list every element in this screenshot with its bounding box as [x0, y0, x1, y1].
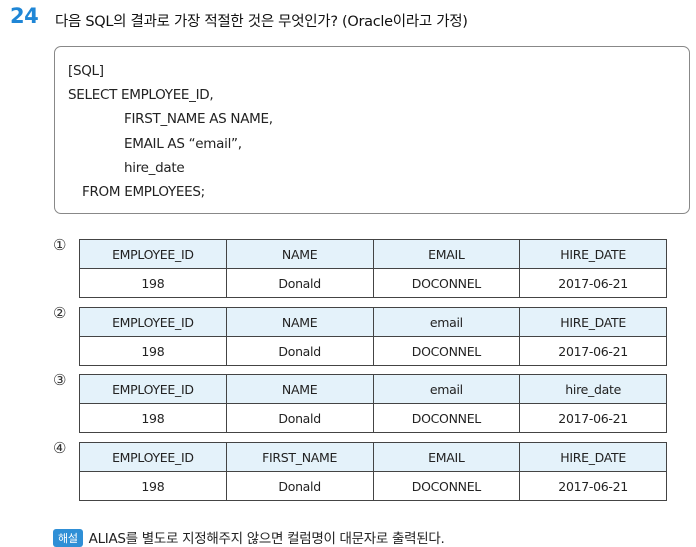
sql-line-first-name: FIRST_NAME AS NAME,	[124, 111, 273, 127]
table-row: 198 Donald DOCONNEL 2017-06-21	[79, 268, 667, 298]
sql-label: [SQL]	[68, 63, 104, 79]
header-cell: NAME	[225, 374, 374, 404]
sql-line-from: FROM EMPLOYEES;	[82, 184, 205, 200]
table-cell: Donald	[225, 403, 374, 433]
header-cell: HIRE_DATE	[519, 239, 667, 269]
sql-line-email: EMAIL AS “email”,	[124, 136, 242, 152]
table-cell: DOCONNEL	[372, 471, 521, 501]
header-cell: hire_date	[519, 374, 667, 404]
header-cell: email	[372, 307, 521, 337]
header-cell: email	[372, 374, 521, 404]
header-cell: EMPLOYEE_ID	[79, 307, 227, 337]
header-cell: NAME	[225, 307, 374, 337]
option-marker-3[interactable]: ③	[53, 371, 67, 389]
sql-line-hire-date: hire_date	[124, 160, 185, 176]
table-cell: 2017-06-21	[519, 471, 667, 501]
table-cell: DOCONNEL	[372, 336, 521, 366]
option-table-2[interactable]: EMPLOYEE_ID NAME email HIRE_DATE 198 Don…	[79, 307, 667, 366]
option-marker-4[interactable]: ④	[53, 439, 67, 457]
table-cell: Donald	[225, 336, 374, 366]
header-cell: HIRE_DATE	[519, 307, 667, 337]
table-header-row: EMPLOYEE_ID FIRST_NAME EMAIL HIRE_DATE	[79, 442, 667, 472]
table-cell: 198	[79, 471, 227, 501]
table-row: 198 Donald DOCONNEL 2017-06-21	[79, 471, 667, 501]
explanation: 해설 ALIAS를 별도로 지정해주지 않으면 컬럼명이 대문자로 출력된다.	[53, 527, 445, 547]
header-cell: EMPLOYEE_ID	[79, 239, 227, 269]
header-cell: FIRST_NAME	[225, 442, 374, 472]
table-header-row: EMPLOYEE_ID NAME email HIRE_DATE	[79, 307, 667, 337]
option-marker-1[interactable]: ①	[53, 236, 67, 254]
explanation-badge: 해설	[53, 529, 83, 547]
header-cell: NAME	[225, 239, 374, 269]
table-row: 198 Donald DOCONNEL 2017-06-21	[79, 403, 667, 433]
option-table-1[interactable]: EMPLOYEE_ID NAME EMAIL HIRE_DATE 198 Don…	[79, 239, 667, 298]
table-cell: 198	[79, 403, 227, 433]
table-cell: 198	[79, 268, 227, 298]
table-cell: DOCONNEL	[372, 403, 521, 433]
table-cell: Donald	[225, 268, 374, 298]
option-table-3[interactable]: EMPLOYEE_ID NAME email hire_date 198 Don…	[79, 374, 667, 433]
header-cell: EMAIL	[372, 239, 521, 269]
table-cell: 2017-06-21	[519, 336, 667, 366]
sql-box: [SQL] SELECT EMPLOYEE_ID, FIRST_NAME AS …	[54, 46, 690, 214]
header-cell: EMPLOYEE_ID	[79, 374, 227, 404]
header-cell: HIRE_DATE	[519, 442, 667, 472]
question-number: 24	[10, 4, 39, 28]
header-cell: EMPLOYEE_ID	[79, 442, 227, 472]
sql-line-select: SELECT EMPLOYEE_ID,	[68, 87, 214, 103]
table-cell: DOCONNEL	[372, 268, 521, 298]
table-row: 198 Donald DOCONNEL 2017-06-21	[79, 336, 667, 366]
table-header-row: EMPLOYEE_ID NAME email hire_date	[79, 374, 667, 404]
option-marker-2[interactable]: ②	[53, 304, 67, 322]
table-cell: Donald	[225, 471, 374, 501]
explanation-text: ALIAS를 별도로 지정해주지 않으면 컬럼명이 대문자로 출력된다.	[88, 531, 445, 547]
table-cell: 2017-06-21	[519, 268, 667, 298]
header-cell: EMAIL	[372, 442, 521, 472]
option-table-4[interactable]: EMPLOYEE_ID FIRST_NAME EMAIL HIRE_DATE 1…	[79, 442, 667, 501]
table-cell: 2017-06-21	[519, 403, 667, 433]
table-cell: 198	[79, 336, 227, 366]
question-text: 다음 SQL의 결과로 가장 적절한 것은 무엇인가? (Oracle이라고 가…	[55, 14, 468, 30]
table-header-row: EMPLOYEE_ID NAME EMAIL HIRE_DATE	[79, 239, 667, 269]
